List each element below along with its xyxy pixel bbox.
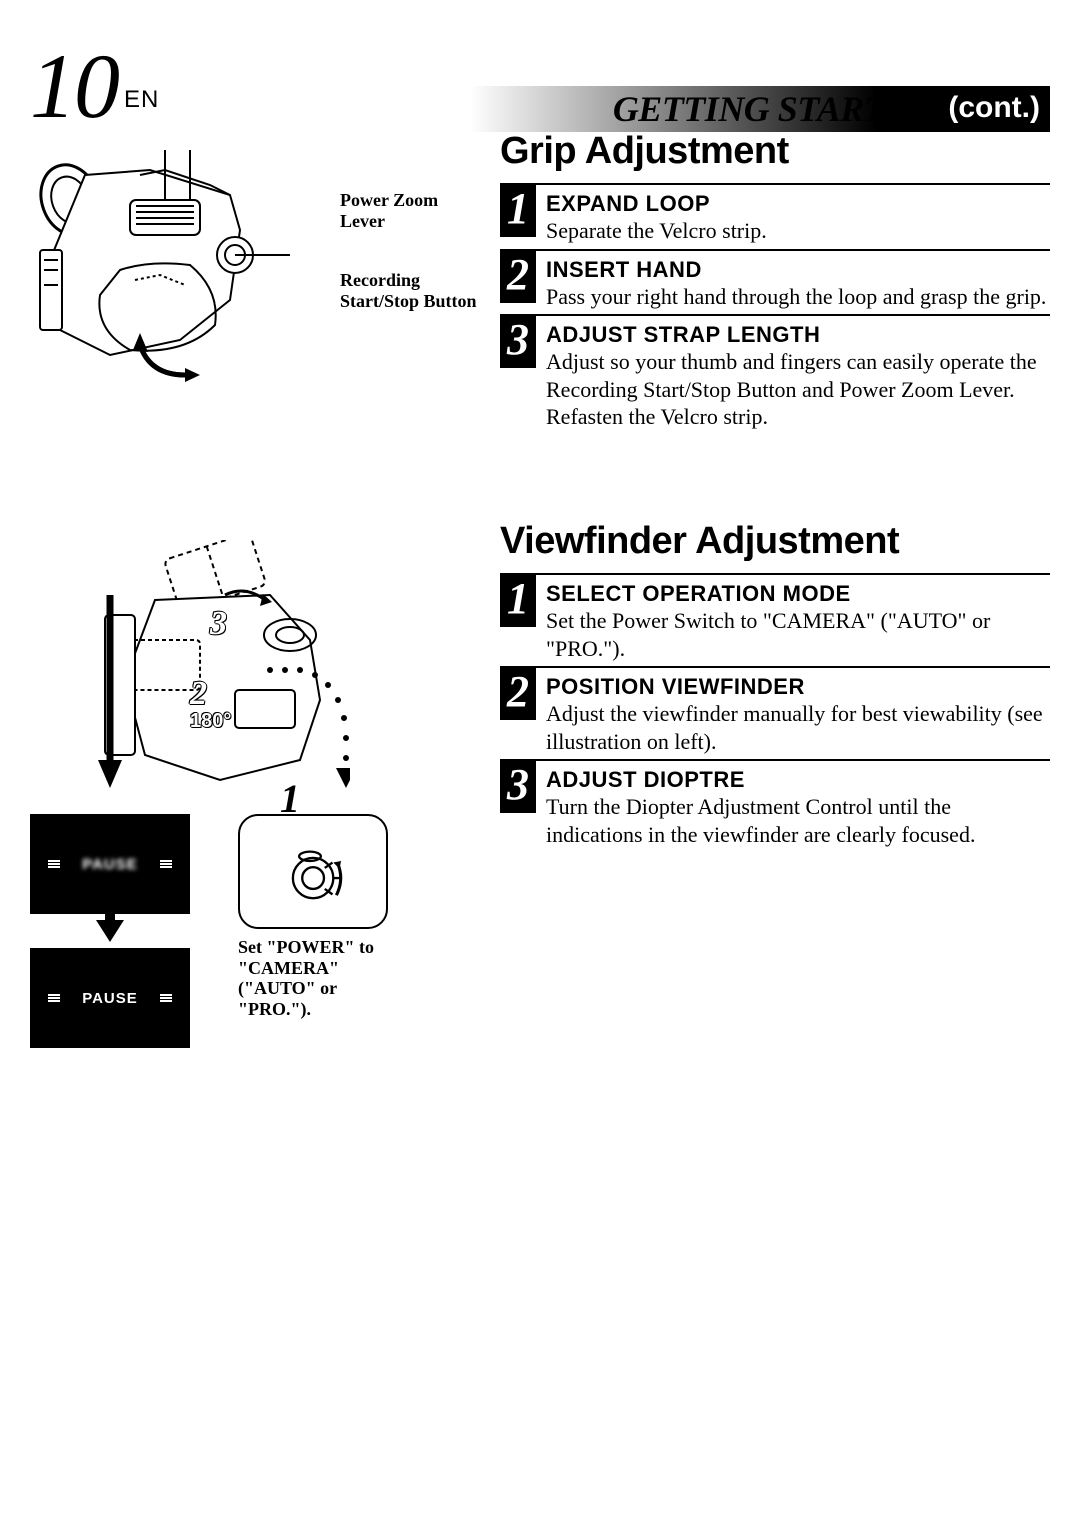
vf-before-after: PAUSE PAUSE <box>30 814 190 1048</box>
step-number: 1 <box>500 185 536 237</box>
page-number: 10 EN <box>30 40 159 132</box>
step-text: Set the Power Switch to "CAMERA" ("AUTO"… <box>546 607 1050 662</box>
step-number: 1 <box>500 575 536 627</box>
section-title: GETTING STARTED <box>470 88 940 130</box>
step-text: Adjust the viewfinder manually for best … <box>546 700 1050 755</box>
power-dial-block: Set "POWER" to "CAMERA" ("AUTO" or "PRO.… <box>238 814 388 1020</box>
step-title: POSITION VIEWFINDER <box>546 674 1050 700</box>
step-number: 3 <box>500 761 536 813</box>
overlay-num-3: 3 <box>210 605 227 643</box>
grip-step-2: 2 INSERT HAND Pass your right hand throu… <box>500 249 1050 315</box>
step-number: 3 <box>500 316 536 368</box>
step-text: Adjust so your thumb and fingers can eas… <box>546 348 1050 431</box>
vf-step-3: 3 ADJUST DIOPTRE Turn the Diopter Adjust… <box>500 759 1050 852</box>
step-title: ADJUST STRAP LENGTH <box>546 322 1050 348</box>
label-power-zoom: Power Zoom Lever <box>340 190 470 231</box>
set-power-label: Set "POWER" to "CAMERA" ("AUTO" or "PRO.… <box>238 937 378 1020</box>
viewfinder-section: Viewfinder Adjustment 1 SELECT OPERATION… <box>500 520 1050 852</box>
vf-step-1: 1 SELECT OPERATION MODE Set the Power Sw… <box>500 573 1050 666</box>
vf-screen-blur: PAUSE <box>30 814 190 914</box>
step-text: Separate the Velcro strip. <box>546 217 1050 245</box>
grip-step-1: 1 EXPAND LOOP Separate the Velcro strip. <box>500 183 1050 249</box>
step-title: INSERT HAND <box>546 257 1050 283</box>
page-lang-suffix: EN <box>124 88 159 112</box>
camcorder-vf-illustration: 3 2 180° 1 <box>70 540 350 810</box>
pause-sharp-text: PAUSE <box>82 990 138 1007</box>
power-dial-illustration <box>238 814 388 929</box>
camcorder-grip-illustration: Power Zoom Lever Recording Start/Stop Bu… <box>30 140 290 400</box>
grip-illustration-area: Power Zoom Lever Recording Start/Stop Bu… <box>30 140 490 400</box>
viewfinder-illustration-area: 3 2 180° 1 PAUSE PAUSE <box>30 540 490 1048</box>
step-title: EXPAND LOOP <box>546 191 1050 217</box>
grip-heading: Grip Adjustment <box>500 130 1050 173</box>
step-title: ADJUST DIOPTRE <box>546 767 1050 793</box>
vf-screens-row: PAUSE PAUSE <box>30 814 490 1048</box>
step-text: Pass your right hand through the loop an… <box>546 283 1050 311</box>
vf-step-2: 2 POSITION VIEWFINDER Adjust the viewfin… <box>500 666 1050 759</box>
grip-step-3: 3 ADJUST STRAP LENGTH Adjust so your thu… <box>500 314 1050 435</box>
step-title: SELECT OPERATION MODE <box>546 581 1050 607</box>
vf-screen-sharp: PAUSE <box>30 948 190 1048</box>
section-cont: (cont.) <box>940 86 1050 132</box>
step-number: 2 <box>500 668 536 720</box>
step-number: 2 <box>500 251 536 303</box>
pause-blur-text: PAUSE <box>82 856 138 873</box>
page-header: 10 EN GETTING STARTED (cont.) <box>30 40 1050 132</box>
vf-heading: Viewfinder Adjustment <box>500 520 1050 563</box>
overlay-num-2: 2 <box>190 675 207 713</box>
label-rec-button: Recording Start/Stop Button <box>340 270 480 311</box>
grip-section: Grip Adjustment 1 EXPAND LOOP Separate t… <box>500 130 1050 435</box>
page-number-value: 10 <box>30 40 118 132</box>
step-text: Turn the Diopter Adjustment Control unti… <box>546 793 1050 848</box>
down-arrow-icon <box>96 920 124 942</box>
section-title-band: GETTING STARTED (cont.) <box>470 86 1050 132</box>
overlay-180: 180° <box>190 710 231 733</box>
